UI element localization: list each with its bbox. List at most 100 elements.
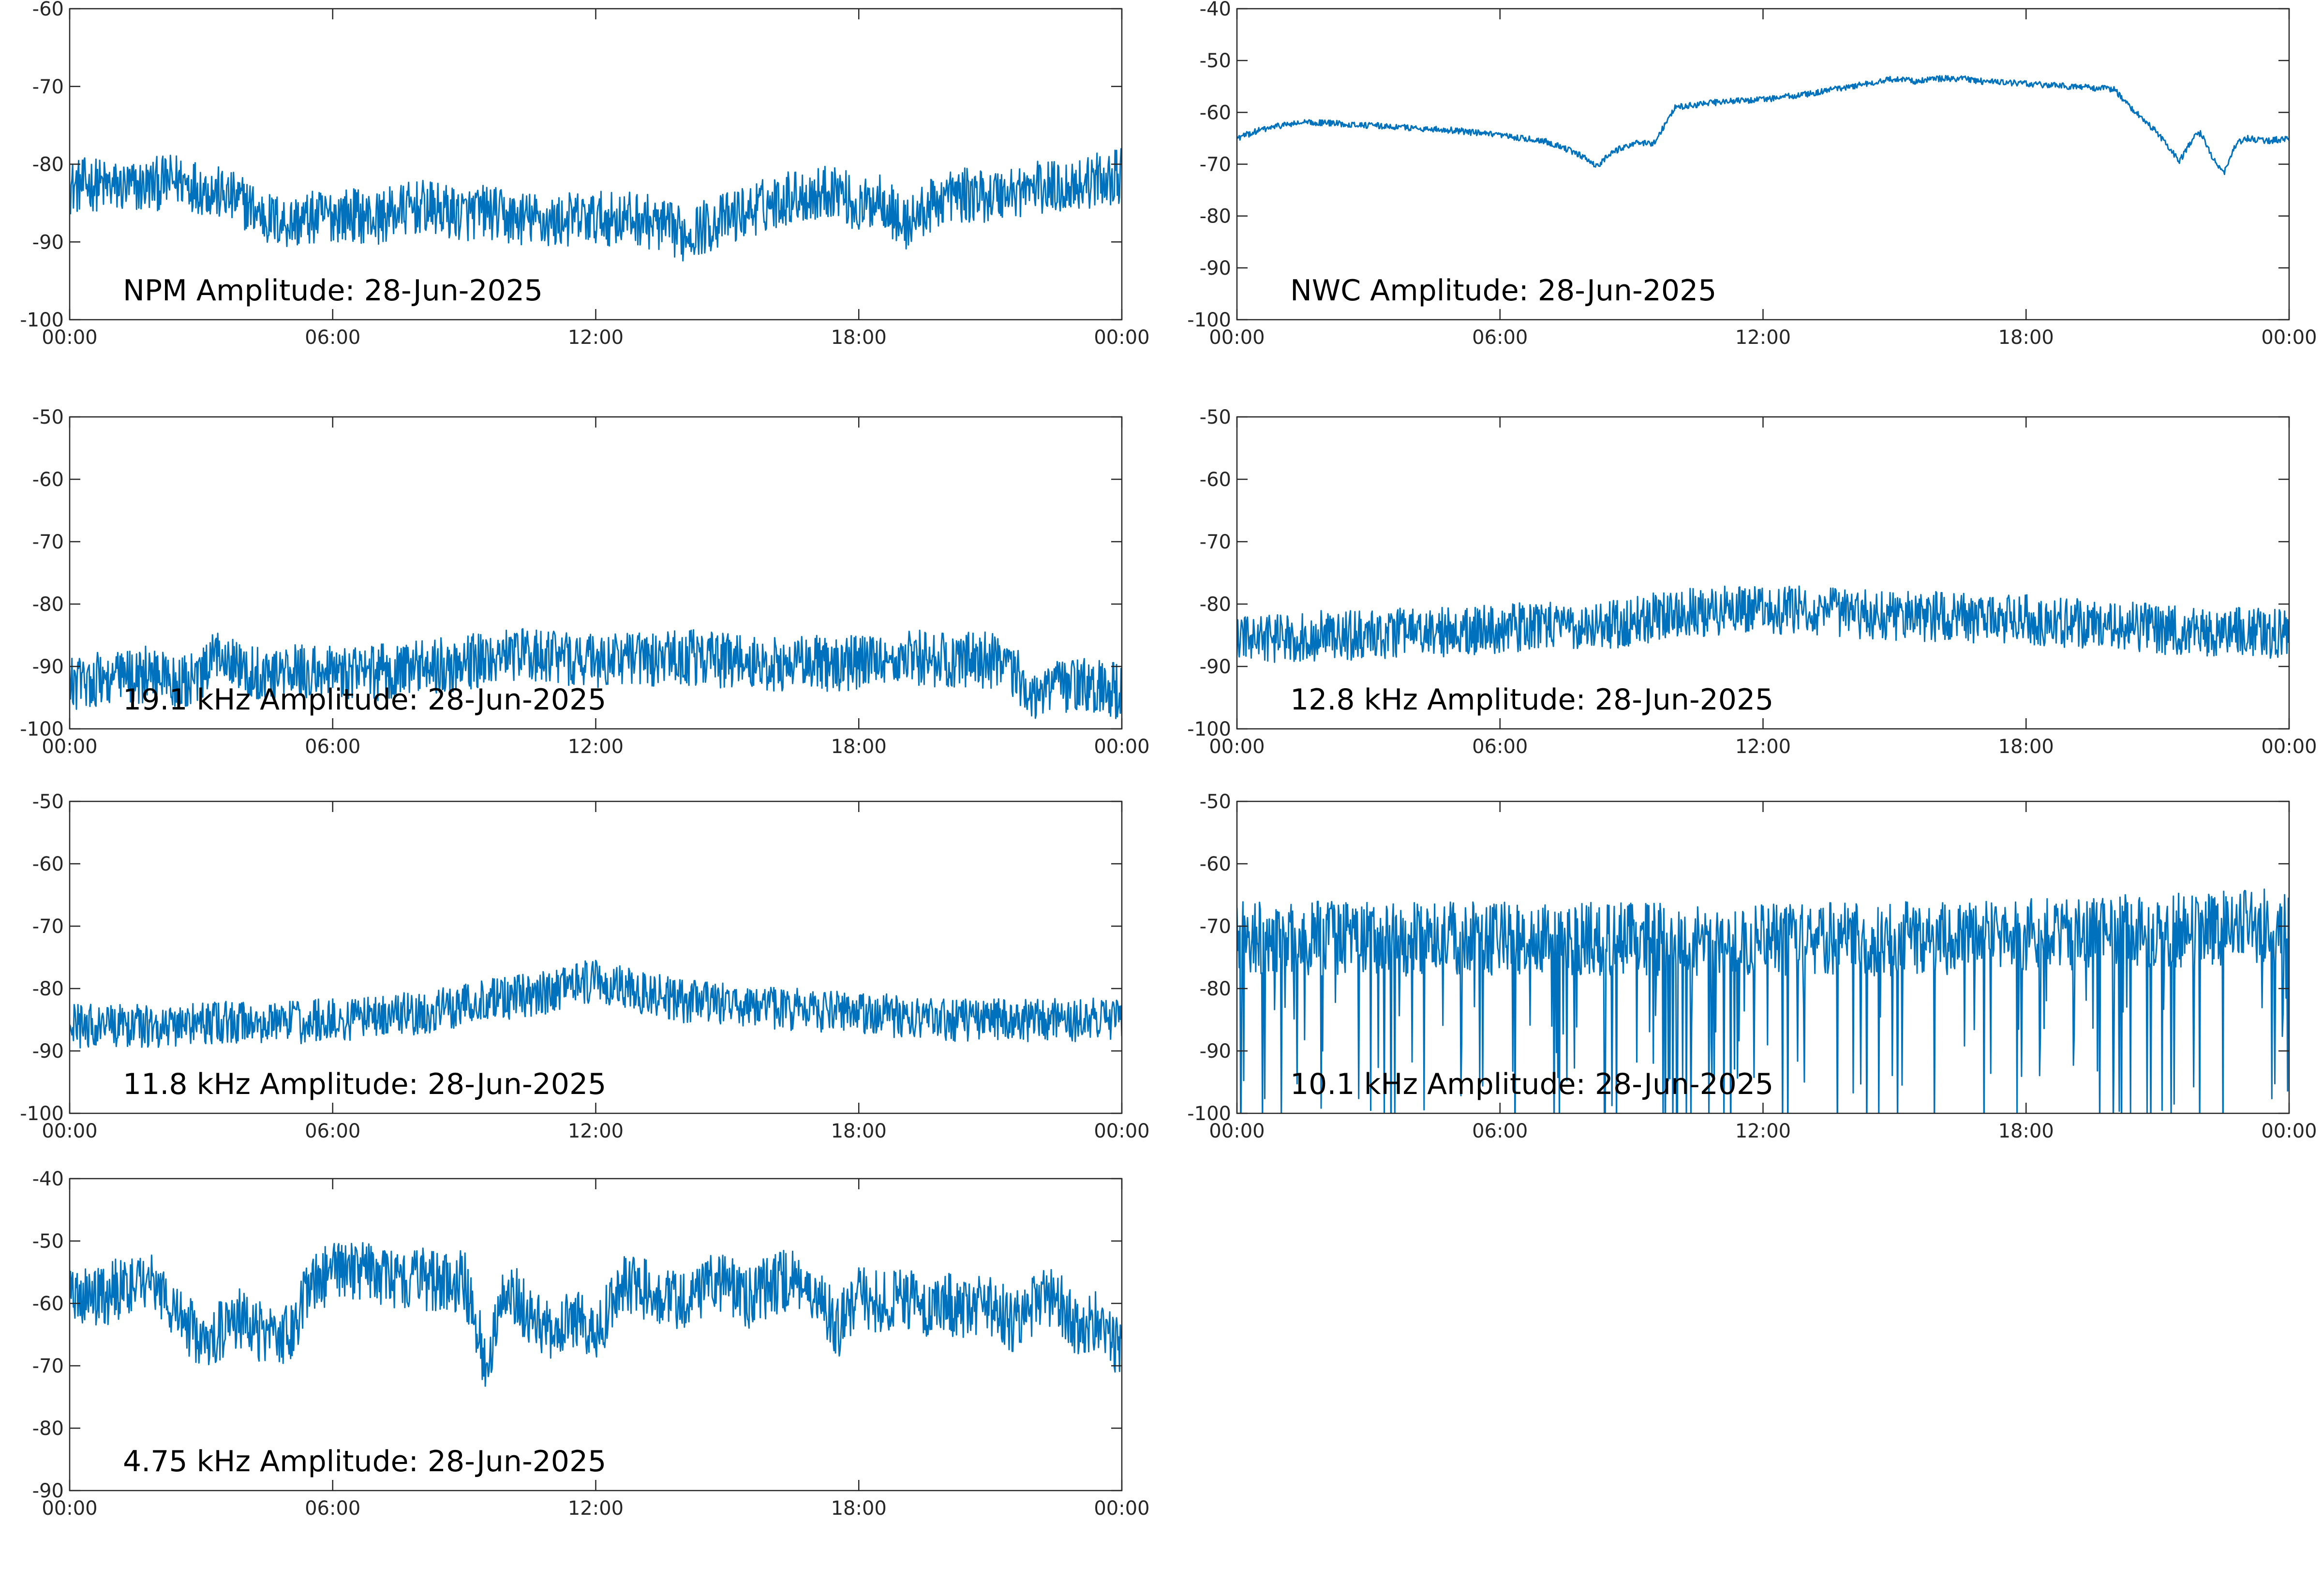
- amplitude-trace: [70, 960, 1122, 1049]
- x-tick-label: 12:00: [568, 736, 624, 758]
- panel-title: 19.1 kHz Amplitude: 28-Jun-2025: [123, 683, 606, 717]
- amplitude-trace: [1237, 74, 2289, 176]
- x-tick-label: 00:00: [2261, 736, 2317, 758]
- axes-frame: [69, 800, 1123, 1114]
- x-tick-label: 18:00: [1998, 1120, 2054, 1142]
- y-tick-label: -60: [32, 469, 64, 491]
- y-tick-label: -70: [1200, 531, 1231, 553]
- axes-frame: [69, 416, 1123, 730]
- x-tick-label: 00:00: [42, 1120, 97, 1142]
- panel-title: 4.75 kHz Amplitude: 28-Jun-2025: [123, 1445, 606, 1478]
- panel-title: 12.8 kHz Amplitude: 28-Jun-2025: [1290, 683, 1773, 717]
- panel-title: NWC Amplitude: 28-Jun-2025: [1290, 274, 1716, 308]
- y-tick-label: -70: [32, 916, 64, 938]
- y-tick-label: -70: [1200, 916, 1231, 938]
- x-tick-label: 06:00: [305, 1120, 360, 1142]
- y-tick-label: -70: [32, 1355, 64, 1377]
- x-tick-label: 00:00: [1094, 736, 1149, 758]
- chart-panel-1: 00:00 06:00 12:00 18:00 00:00-100-90-80-70-6…: [20, 0, 1149, 349]
- x-tick-label: 00:00: [2261, 326, 2317, 349]
- chart-panel-6: 00:00 06:00 12:00 18:00 00:00-100-90-80-70-6…: [1187, 791, 2317, 1142]
- y-tick-label: -80: [1200, 206, 1231, 228]
- y-tick-label: -50: [32, 1230, 64, 1253]
- y-tick-label: -90: [1200, 257, 1231, 280]
- x-tick-label: 12:00: [568, 1497, 624, 1520]
- y-tick-label: -100: [20, 309, 64, 331]
- panel-title: 10.1 kHz Amplitude: 28-Jun-2025: [1290, 1067, 1773, 1101]
- x-tick-label: 12:00: [1735, 1120, 1791, 1142]
- panel-title: 11.8 kHz Amplitude: 28-Jun-2025: [123, 1067, 606, 1101]
- y-tick-label: -40: [1200, 0, 1231, 20]
- x-tick-label: 12:00: [568, 326, 624, 349]
- y-tick-label: -80: [1200, 593, 1231, 616]
- x-tick-label: 12:00: [568, 1120, 624, 1142]
- y-tick-label: -60: [1200, 853, 1231, 875]
- x-tick-label: 06:00: [1472, 1120, 1528, 1142]
- y-tick-label: -60: [32, 0, 64, 20]
- x-tick-label: 00:00: [1094, 1497, 1149, 1520]
- y-tick-label: -100: [1187, 718, 1231, 740]
- x-tick-label: 06:00: [305, 1497, 360, 1520]
- x-tick-label: 00:00: [1209, 1120, 1265, 1142]
- y-tick-label: -50: [1200, 406, 1231, 429]
- y-tick-label: -60: [1200, 469, 1231, 491]
- x-tick-label: 18:00: [1998, 326, 2054, 349]
- y-tick-label: -80: [32, 154, 64, 176]
- y-tick-label: -50: [1200, 791, 1231, 813]
- y-tick-label: -60: [1200, 102, 1231, 124]
- y-tick-label: -70: [32, 76, 64, 98]
- y-tick-label: -90: [32, 231, 64, 253]
- y-tick-label: -80: [32, 1418, 64, 1440]
- chart-panel-5: 00:00 06:00 12:00 18:00 00:00-100-90-80-70-6…: [20, 791, 1149, 1142]
- x-tick-label: 18:00: [1998, 736, 2054, 758]
- y-tick-label: -80: [32, 978, 64, 1000]
- y-tick-label: -70: [1200, 154, 1231, 176]
- y-tick-label: -50: [32, 406, 64, 429]
- x-tick-label: 00:00: [42, 1497, 97, 1520]
- axes-frame: [1236, 416, 2290, 730]
- chart-panel-4: 00:00 06:00 12:00 18:00 00:00-100-90-80-70-6…: [1187, 406, 2317, 758]
- x-tick-label: 06:00: [1472, 326, 1528, 349]
- x-tick-label: 00:00: [42, 326, 97, 349]
- y-tick-label: -80: [32, 593, 64, 616]
- y-tick-label: -100: [20, 1103, 64, 1125]
- y-tick-label: -90: [32, 656, 64, 678]
- x-tick-label: 06:00: [305, 736, 360, 758]
- x-tick-label: 18:00: [831, 1497, 887, 1520]
- chart-panel-2: 00:00 06:00 12:00 18:00 00:00-100-90-80-70-6…: [1187, 0, 2317, 349]
- x-tick-label: 00:00: [42, 736, 97, 758]
- x-tick-label: 18:00: [831, 1120, 887, 1142]
- y-tick-label: -60: [32, 1293, 64, 1315]
- y-tick-label: -40: [32, 1168, 64, 1190]
- y-tick-label: -60: [32, 853, 64, 875]
- x-tick-label: 00:00: [1209, 326, 1265, 349]
- y-tick-label: -100: [1187, 309, 1231, 331]
- amplitude-trace: [1237, 888, 2289, 1113]
- chart-panel-7: 00:00 06:00 12:00 18:00 00:00-90-80-70-60-50…: [32, 1168, 1150, 1520]
- axes-frame: [1236, 8, 2290, 321]
- y-tick-label: -90: [32, 1480, 64, 1502]
- x-tick-label: 06:00: [305, 326, 360, 349]
- panel-title: NPM Amplitude: 28-Jun-2025: [123, 274, 543, 308]
- y-tick-label: -90: [32, 1040, 64, 1063]
- y-tick-label: -100: [1187, 1103, 1231, 1125]
- x-tick-label: 12:00: [1735, 736, 1791, 758]
- x-tick-label: 00:00: [1094, 1120, 1149, 1142]
- y-tick-label: -90: [1200, 1040, 1231, 1063]
- amplitude-trace: [1237, 585, 2289, 663]
- chart-panel-3: 00:00 06:00 12:00 18:00 00:00-100-90-80-70-6…: [20, 406, 1149, 758]
- axes-frame: [69, 8, 1123, 321]
- x-tick-label: 18:00: [831, 736, 887, 758]
- amplitude-trace: [70, 148, 1122, 262]
- y-tick-label: -100: [20, 718, 64, 740]
- x-tick-label: 12:00: [1735, 326, 1791, 349]
- y-tick-label: -70: [32, 531, 64, 553]
- amplitude-trace: [70, 1242, 1122, 1387]
- x-tick-label: 00:00: [1094, 326, 1149, 349]
- y-tick-label: -90: [1200, 656, 1231, 678]
- y-tick-label: -50: [32, 791, 64, 813]
- x-tick-label: 00:00: [2261, 1120, 2317, 1142]
- y-tick-label: -50: [1200, 50, 1231, 72]
- x-tick-label: 06:00: [1472, 736, 1528, 758]
